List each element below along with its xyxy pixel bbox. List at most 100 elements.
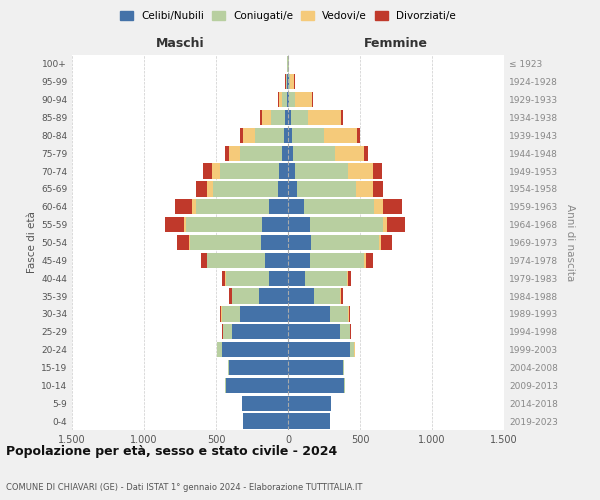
Bar (350, 324, 351, 340)
Bar (255, 128, 284, 143)
Bar (262, 110, 271, 125)
Bar (288, 128, 292, 143)
Bar (196, 182, 208, 196)
Legend: Celibi/Nubili, Coniugati/e, Vedovi/e, Divorziati/e: Celibi/Nubili, Coniugati/e, Vedovi/e, Di… (117, 8, 459, 24)
Bar (349, 164, 373, 178)
Bar (288, 360, 343, 375)
Bar (203, 164, 212, 178)
Bar (226, 270, 269, 286)
Bar (288, 270, 305, 286)
Bar (269, 270, 288, 286)
Bar (244, 414, 288, 428)
Bar (295, 92, 313, 107)
Bar (373, 182, 383, 196)
Bar (296, 182, 356, 196)
Bar (288, 92, 289, 107)
Bar (208, 253, 265, 268)
Bar (285, 110, 288, 125)
Y-axis label: Fasce di età: Fasce di età (27, 212, 37, 274)
Bar (288, 146, 293, 161)
Bar (223, 270, 226, 286)
Bar (288, 164, 295, 178)
Bar (335, 146, 364, 161)
Bar (186, 217, 262, 232)
Bar (288, 182, 296, 196)
Bar (381, 235, 392, 250)
Bar (288, 235, 311, 250)
Bar (165, 217, 184, 232)
Bar (383, 199, 402, 214)
Bar (278, 182, 288, 196)
Bar (220, 164, 280, 178)
Bar (288, 110, 291, 125)
Bar (240, 128, 244, 143)
Bar (213, 182, 278, 196)
Bar (288, 342, 350, 357)
Bar (227, 360, 229, 375)
Bar (305, 270, 347, 286)
Bar (324, 128, 357, 143)
Bar (242, 396, 288, 411)
Bar (290, 74, 295, 90)
Bar (288, 253, 310, 268)
Bar (241, 146, 282, 161)
Bar (330, 306, 349, 322)
Bar (190, 235, 260, 250)
Bar (217, 342, 222, 357)
Bar (348, 270, 350, 286)
Bar (293, 146, 335, 161)
Bar (288, 414, 330, 428)
Bar (347, 270, 348, 286)
Bar (226, 378, 288, 393)
Bar (222, 306, 241, 322)
Bar (271, 110, 285, 125)
Text: Popolazione per età, sesso e stato civile - 2024: Popolazione per età, sesso e stato civil… (6, 444, 337, 458)
Bar (280, 164, 288, 178)
Bar (241, 306, 288, 322)
Bar (291, 110, 308, 125)
Bar (284, 128, 288, 143)
Bar (265, 253, 288, 268)
Y-axis label: Anni di nascita: Anni di nascita (565, 204, 575, 281)
Bar (341, 110, 343, 125)
Bar (366, 253, 373, 268)
Bar (260, 110, 262, 125)
Text: Maschi: Maschi (155, 36, 205, 50)
Bar (287, 92, 288, 107)
Bar (177, 235, 188, 250)
Bar (388, 217, 404, 232)
Bar (289, 74, 290, 90)
Bar (206, 253, 208, 268)
Bar (344, 378, 345, 393)
Bar (201, 253, 206, 268)
Bar (340, 324, 350, 340)
Bar (208, 182, 213, 196)
Bar (295, 164, 349, 178)
Bar (232, 288, 259, 304)
Bar (288, 324, 340, 340)
Bar (357, 128, 360, 143)
Bar (288, 288, 314, 304)
Bar (244, 128, 255, 143)
Bar (308, 110, 341, 125)
Bar (262, 217, 288, 232)
Bar (340, 288, 341, 304)
Bar (286, 74, 287, 90)
Bar (288, 396, 331, 411)
Bar (229, 146, 241, 161)
Bar (229, 360, 288, 375)
Bar (288, 217, 310, 232)
Bar (304, 199, 374, 214)
Bar (310, 253, 364, 268)
Bar (289, 92, 295, 107)
Bar (220, 306, 221, 322)
Bar (175, 199, 192, 214)
Bar (229, 288, 232, 304)
Bar (364, 146, 368, 161)
Bar (232, 324, 288, 340)
Bar (314, 288, 340, 304)
Bar (260, 235, 288, 250)
Bar (288, 378, 344, 393)
Bar (282, 146, 288, 161)
Bar (356, 182, 373, 196)
